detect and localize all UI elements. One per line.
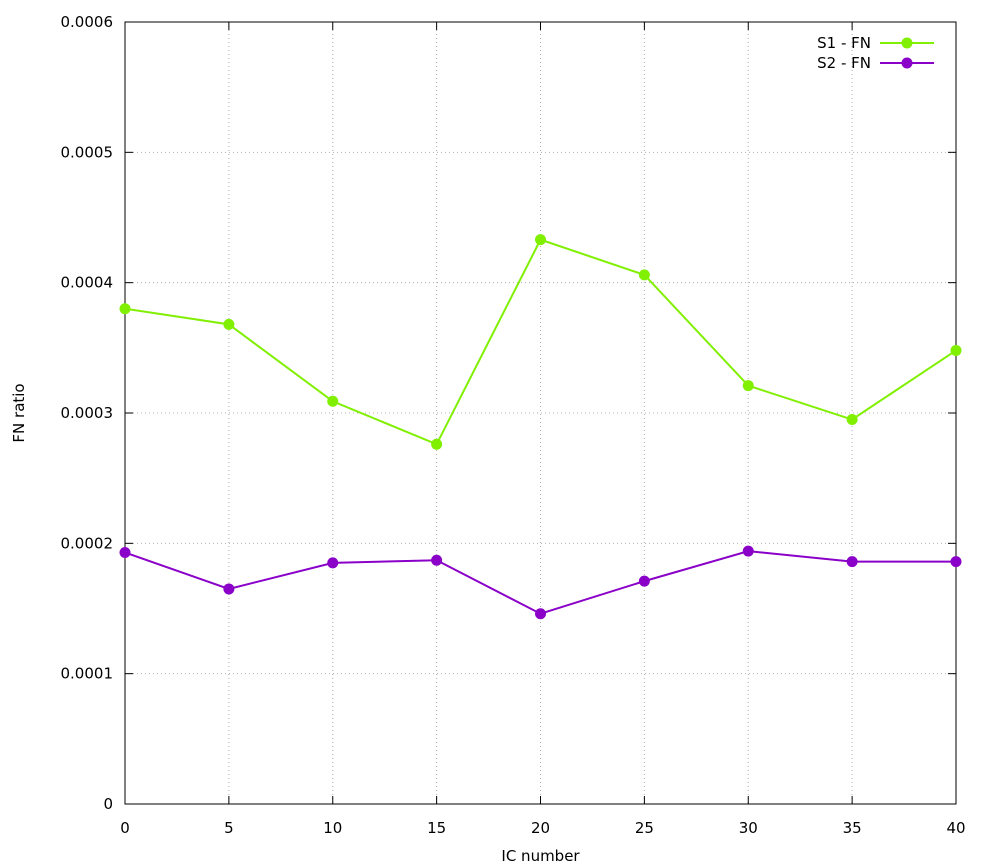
data-point <box>846 414 858 426</box>
y-tick-label: 0.0003 <box>61 404 114 422</box>
data-point <box>223 318 235 330</box>
y-axis-label: FN ratio <box>10 383 28 442</box>
legend-label: S2 - FN <box>817 54 871 72</box>
data-point <box>535 234 546 246</box>
data-point <box>535 608 546 620</box>
y-tick-labels: 0 0.0001 0.0002 0.0003 0.0004 0.0005 0.0006 <box>61 13 114 813</box>
x-tick-label: 40 <box>946 819 965 837</box>
data-point <box>431 554 443 566</box>
legend: S1 - FN S2 - FN <box>817 34 934 72</box>
x-tick-label: 0 <box>120 819 130 837</box>
x-tick-label: 5 <box>224 819 234 837</box>
data-point <box>950 556 962 568</box>
legend-item: S2 - FN <box>817 54 934 72</box>
x-tick-label: 20 <box>531 819 550 837</box>
x-tick-label: 10 <box>323 819 342 837</box>
x-tick-labels: 0 5 10 15 20 25 30 35 40 <box>120 819 965 837</box>
data-point <box>638 575 650 587</box>
y-tick-label: 0 <box>103 795 113 813</box>
legend-item: S1 - FN <box>817 34 934 52</box>
legend-label: S1 - FN <box>817 34 871 52</box>
y-tick-label: 0.0001 <box>61 665 114 683</box>
data-point <box>431 438 443 450</box>
data-point <box>119 303 131 315</box>
data-point <box>327 557 339 569</box>
data-point <box>742 545 754 557</box>
data-point <box>742 380 754 392</box>
x-tick-label: 15 <box>427 819 446 837</box>
data-point <box>846 556 858 568</box>
series-layer <box>119 234 962 620</box>
y-tick-label: 0.0005 <box>61 143 114 161</box>
y-tick-label: 0.0002 <box>61 534 114 552</box>
y-tick-label: 0.0004 <box>61 274 114 292</box>
data-point <box>327 395 339 407</box>
data-point <box>119 546 131 558</box>
data-point <box>950 344 962 356</box>
axis-ticks <box>124 21 957 805</box>
legend-swatch-marker <box>901 57 913 69</box>
series-2 <box>119 545 962 620</box>
data-point <box>638 269 650 281</box>
x-tick-label: 30 <box>739 819 758 837</box>
grid-lines <box>125 22 956 804</box>
x-tick-label: 25 <box>635 819 654 837</box>
data-point <box>223 583 235 595</box>
x-axis-label: IC number <box>501 847 580 865</box>
x-tick-label: 35 <box>843 819 862 837</box>
series-1 <box>119 234 962 450</box>
legend-swatch-marker <box>901 37 913 49</box>
y-tick-label: 0.0006 <box>61 13 114 31</box>
